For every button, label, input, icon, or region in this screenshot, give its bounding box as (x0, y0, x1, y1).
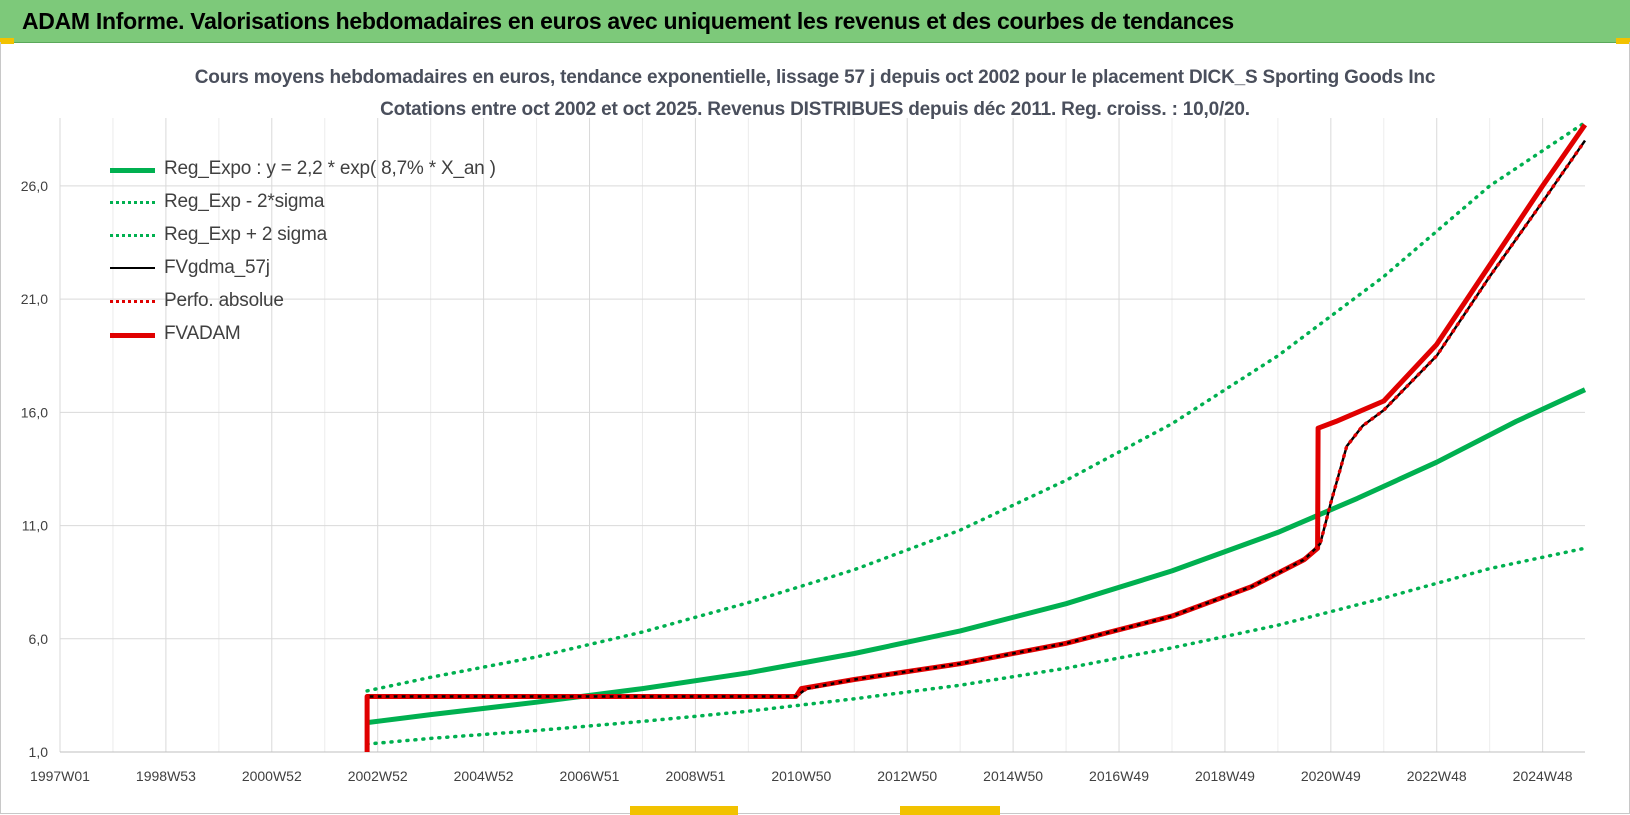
series-line-3 (367, 139, 1587, 698)
legend-swatch (110, 300, 155, 303)
x-tick-label: 2006W51 (560, 768, 620, 784)
x-tick-label: 2024W48 (1513, 768, 1573, 784)
x-tick-label: 2012W50 (877, 768, 937, 784)
legend-swatch (110, 333, 155, 338)
legend-label: Reg_Exp + 2 sigma (164, 224, 327, 245)
legend-label: Reg_Exp - 2*sigma (164, 191, 325, 212)
report-title: ADAM Informe. Valorisations hebdomadaire… (22, 8, 1234, 34)
legend-swatch (110, 201, 155, 204)
x-tick-label: 2014W50 (983, 768, 1043, 784)
x-tick-label: 2008W51 (665, 768, 725, 784)
footer-accent-right (900, 806, 1000, 815)
series-line-0 (366, 387, 1587, 726)
x-tick-label: 2018W49 (1195, 768, 1255, 784)
series-line-1 (365, 546, 1587, 746)
corner-mark-left (0, 38, 14, 44)
legend-label: Perfo. absolue (164, 290, 284, 311)
series-line-5 (364, 123, 1588, 752)
y-tick-label: 6,0 (29, 631, 49, 647)
x-tick-label: 1997W01 (30, 768, 90, 784)
x-tick-label: 2010W50 (771, 768, 831, 784)
report-banner: ADAM Informe. Valorisations hebdomadaire… (0, 0, 1630, 43)
y-tick-label: 1,0 (29, 744, 49, 760)
x-tick-label: 2022W48 (1407, 768, 1467, 784)
y-tick-label: 21,0 (21, 291, 48, 307)
x-tick-label: 2002W52 (348, 768, 408, 784)
legend-label: Reg_Expo : y = 2,2 * exp( 8,7% * X_an ) (164, 158, 496, 179)
x-tick-label: 2004W52 (454, 768, 514, 784)
series-line-2 (365, 120, 1587, 693)
chart-title: Cours moyens hebdomadaires en euros, ten… (194, 67, 1436, 88)
series-line-4 (365, 138, 1587, 699)
x-tick-label: 1998W53 (136, 768, 196, 784)
legend-label: FVADAM (164, 323, 241, 344)
y-tick-label: 26,0 (21, 178, 48, 194)
y-tick-label: 11,0 (22, 518, 48, 534)
x-tick-label: 2016W49 (1089, 768, 1149, 784)
chart-subtitle: Cotations entre oct 2002 et oct 2025. Re… (380, 99, 1250, 120)
x-tick-label: 2000W52 (242, 768, 302, 784)
legend-swatch (110, 267, 155, 269)
x-tick-label: 2020W49 (1301, 768, 1361, 784)
corner-mark-right (1616, 38, 1630, 44)
y-tick-label: 16,0 (21, 404, 48, 420)
legend-swatch (110, 168, 155, 173)
legend-swatch (110, 234, 155, 237)
legend-label: FVgdma_57j (164, 257, 270, 278)
footer-accent-left (630, 806, 738, 815)
